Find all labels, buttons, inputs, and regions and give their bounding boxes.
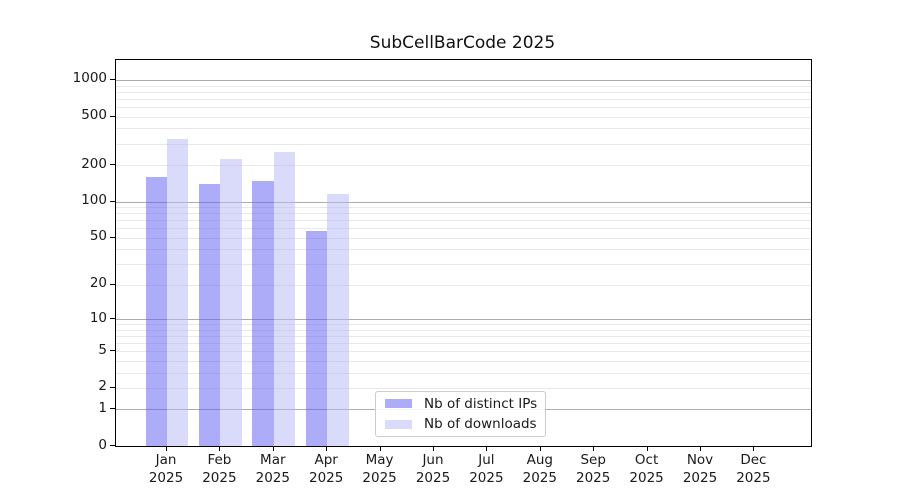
y-tick-label: 5 <box>98 341 107 358</box>
bar-nb-of-distinct-ips <box>199 183 221 446</box>
gridline-minor <box>116 220 811 222</box>
x-tick-label: Jul 2025 <box>469 452 504 486</box>
plot-area <box>115 59 812 447</box>
y-tick-label: 1 <box>98 399 107 416</box>
gridline-major <box>116 201 811 203</box>
x-tick-label: Apr 2025 <box>309 452 344 486</box>
gridline-minor <box>116 107 811 108</box>
x-tick-label: Sep 2025 <box>576 452 611 486</box>
x-axis-tick <box>433 446 434 451</box>
y-axis-tick <box>110 78 115 80</box>
y-tick-label: 20 <box>89 275 107 292</box>
x-axis-tick <box>486 446 488 451</box>
bar-nb-of-downloads <box>220 158 242 446</box>
y-axis-tick <box>110 283 115 285</box>
gridline-minor <box>116 360 811 362</box>
gridline-major <box>116 319 811 320</box>
gridline-minor <box>116 372 811 374</box>
x-tick-label: Jan 2025 <box>148 452 184 486</box>
y-axis-tick <box>110 318 115 319</box>
bar-nb-of-downloads <box>327 194 349 446</box>
gridline-minor <box>116 342 811 344</box>
x-axis-tick <box>539 446 541 451</box>
x-tick-label: Nov 2025 <box>682 452 718 486</box>
y-tick-label: 50 <box>89 228 107 245</box>
x-axis-tick <box>646 446 648 451</box>
legend-label-downloads: Nb of downloads <box>424 416 537 433</box>
gridline-minor <box>116 91 811 93</box>
legend-swatch-distinct-ips-icon <box>385 399 412 409</box>
legend: Nb of distinct IPs Nb of downloads <box>375 391 546 437</box>
gridline-minor <box>116 237 811 239</box>
gridline-minor <box>116 207 811 208</box>
gridline-minor <box>116 264 811 266</box>
y-tick-label: 0 <box>98 436 107 453</box>
legend-swatch-downloads-icon <box>385 419 412 429</box>
y-axis-tick <box>110 200 115 202</box>
bar-nb-of-distinct-ips <box>252 180 274 446</box>
bar-nb-of-distinct-ips <box>145 176 167 446</box>
gridline-minor <box>116 335 811 337</box>
y-tick-label: 500 <box>81 107 107 124</box>
gridline-minor <box>116 284 811 286</box>
gridline-minor <box>116 143 811 145</box>
bar-nb-of-downloads <box>273 152 296 446</box>
gridline-minor <box>116 165 811 166</box>
x-axis-tick <box>593 446 595 451</box>
x-tick-label: May 2025 <box>362 452 397 486</box>
gridline-minor <box>116 387 811 389</box>
gridline-minor <box>116 213 811 215</box>
y-tick-label: 200 <box>81 155 107 172</box>
x-axis-tick <box>326 446 328 451</box>
x-axis-tick <box>219 446 221 451</box>
x-tick-label: Oct 2025 <box>629 452 664 486</box>
y-tick-label: 2 <box>98 378 107 395</box>
gridline-minor <box>116 98 811 100</box>
y-axis-tick <box>110 445 115 446</box>
chart-title: SubCellBarCode 2025 <box>369 33 556 53</box>
x-tick-label: Dec 2025 <box>736 452 771 486</box>
gridline-minor <box>116 351 811 353</box>
x-axis-tick <box>166 446 167 451</box>
gridline-minor <box>116 116 811 118</box>
x-tick-label: Mar 2025 <box>255 452 290 486</box>
legend-label-distinct-ips: Nb of distinct IPs <box>424 395 538 412</box>
gridline-minor <box>116 85 811 87</box>
legend-item-distinct-ips: Nb of distinct IPs <box>376 395 545 413</box>
bar-nb-of-downloads <box>167 138 189 446</box>
y-tick-label: 10 <box>89 309 107 326</box>
y-axis-tick <box>110 236 115 238</box>
gridline-minor <box>116 324 811 325</box>
y-tick-label: 1000 <box>72 70 107 87</box>
gridline-minor <box>116 228 811 230</box>
gridline-minor <box>116 128 811 130</box>
x-tick-label: Feb 2025 <box>202 452 237 486</box>
x-tick-label: Jun 2025 <box>415 452 451 486</box>
bar-nb-of-distinct-ips <box>305 230 328 446</box>
y-axis-tick <box>110 386 115 388</box>
x-axis-tick <box>753 446 755 451</box>
y-axis-tick <box>110 115 115 117</box>
x-tick-label: Aug 2025 <box>522 452 557 486</box>
legend-item-downloads: Nb of downloads <box>376 415 545 433</box>
x-axis-tick <box>379 446 381 451</box>
gridline-minor <box>116 249 811 251</box>
y-tick-label: 100 <box>81 192 107 208</box>
x-axis-tick <box>700 446 701 451</box>
y-axis-tick <box>110 350 115 352</box>
gridline-minor <box>116 329 811 331</box>
y-axis-tick <box>110 408 115 410</box>
y-axis-tick <box>110 164 115 165</box>
gridline-major <box>116 79 811 81</box>
x-axis-tick <box>272 446 274 451</box>
